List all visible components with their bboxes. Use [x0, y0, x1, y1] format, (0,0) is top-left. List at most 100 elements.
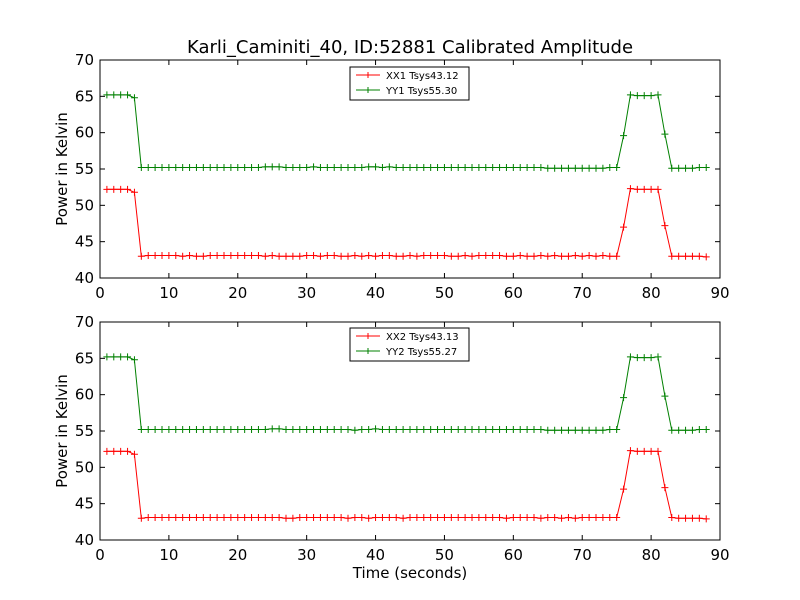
data-point	[186, 164, 194, 172]
data-point	[537, 514, 545, 522]
x-tick-label: 20	[228, 546, 247, 564]
x-tick-label: 0	[95, 284, 105, 302]
data-point	[585, 426, 593, 434]
data-point	[633, 185, 641, 193]
data-point	[165, 251, 173, 259]
x-tick-label: 90	[710, 284, 729, 302]
data-point	[351, 164, 359, 172]
data-point	[199, 513, 207, 521]
data-point	[475, 164, 483, 172]
data-point	[482, 426, 490, 434]
data-point	[192, 164, 200, 172]
y-tick-label: 60	[75, 386, 94, 404]
data-point	[399, 252, 407, 260]
data-point	[702, 164, 710, 172]
data-point	[303, 426, 311, 434]
x-tick-label: 10	[159, 546, 178, 564]
data-point	[447, 252, 455, 260]
data-point	[179, 164, 187, 172]
data-point	[103, 353, 111, 361]
data-point	[268, 163, 276, 171]
data-point	[640, 447, 648, 455]
data-point	[220, 164, 228, 172]
data-point	[351, 513, 359, 521]
data-point	[344, 252, 352, 260]
x-tick-label: 40	[366, 546, 385, 564]
x-tick-label: 70	[573, 546, 592, 564]
data-point	[199, 164, 207, 172]
legend-marker	[365, 72, 371, 78]
data-point	[613, 426, 621, 434]
data-point	[296, 164, 304, 172]
data-point	[151, 164, 159, 172]
data-point	[165, 513, 173, 521]
data-point	[427, 426, 435, 434]
data-point	[213, 164, 221, 172]
data-point	[227, 251, 235, 259]
data-point	[626, 91, 634, 99]
data-point	[489, 251, 497, 259]
data-point	[530, 513, 538, 521]
y-tick-label: 70	[75, 313, 94, 331]
data-point	[606, 252, 614, 260]
data-point	[530, 426, 538, 434]
data-point	[509, 513, 517, 521]
data-point	[461, 251, 469, 259]
data-point	[564, 164, 572, 172]
data-point	[248, 513, 256, 521]
legend-label: YY2 Tsys55.27	[385, 347, 457, 358]
data-point	[447, 164, 455, 172]
x-tick-label: 0	[95, 546, 105, 564]
data-point	[620, 394, 628, 402]
data-point	[358, 513, 366, 521]
data-point	[261, 513, 269, 521]
data-point	[282, 164, 290, 172]
x-tick-label: 30	[297, 284, 316, 302]
data-point	[468, 252, 476, 260]
data-point	[668, 252, 676, 260]
data-point	[420, 164, 428, 172]
data-point	[234, 164, 242, 172]
data-point	[571, 514, 579, 522]
data-point	[275, 163, 283, 171]
x-tick-label: 80	[642, 284, 661, 302]
subplots: 0 10 20 30 40 50 60 70 80 90 40 45 50 55 60 65 70 Power i…	[53, 51, 730, 582]
data-point	[206, 426, 214, 434]
data-point	[275, 425, 283, 433]
data-point	[440, 426, 448, 434]
data-point	[151, 251, 159, 259]
data-point	[682, 426, 690, 434]
data-point	[199, 426, 207, 434]
data-point	[372, 425, 380, 433]
data-point	[475, 426, 483, 434]
data-point	[427, 251, 435, 259]
data-point	[496, 426, 504, 434]
y-tick-label: 65	[75, 349, 94, 367]
data-point	[571, 164, 579, 172]
data-point	[330, 164, 338, 172]
data-point	[682, 252, 690, 260]
data-point	[206, 251, 214, 259]
data-point	[365, 514, 373, 522]
y-axis-label: Power in Kelvin	[53, 112, 71, 226]
data-point	[551, 251, 559, 259]
data-point	[124, 91, 132, 99]
data-point	[571, 251, 579, 259]
data-point	[316, 426, 324, 434]
data-point	[206, 513, 214, 521]
data-point	[330, 251, 338, 259]
data-point	[248, 426, 256, 434]
data-point	[137, 164, 145, 172]
data-point	[358, 252, 366, 260]
data-point	[578, 426, 586, 434]
data-point	[675, 426, 683, 434]
data-point	[668, 164, 676, 172]
data-point	[117, 91, 125, 99]
data-point	[241, 164, 249, 172]
data-point	[392, 252, 400, 260]
data-point	[585, 251, 593, 259]
data-point	[199, 252, 207, 260]
data-point	[523, 513, 531, 521]
data-point	[447, 426, 455, 434]
data-point	[647, 92, 655, 100]
